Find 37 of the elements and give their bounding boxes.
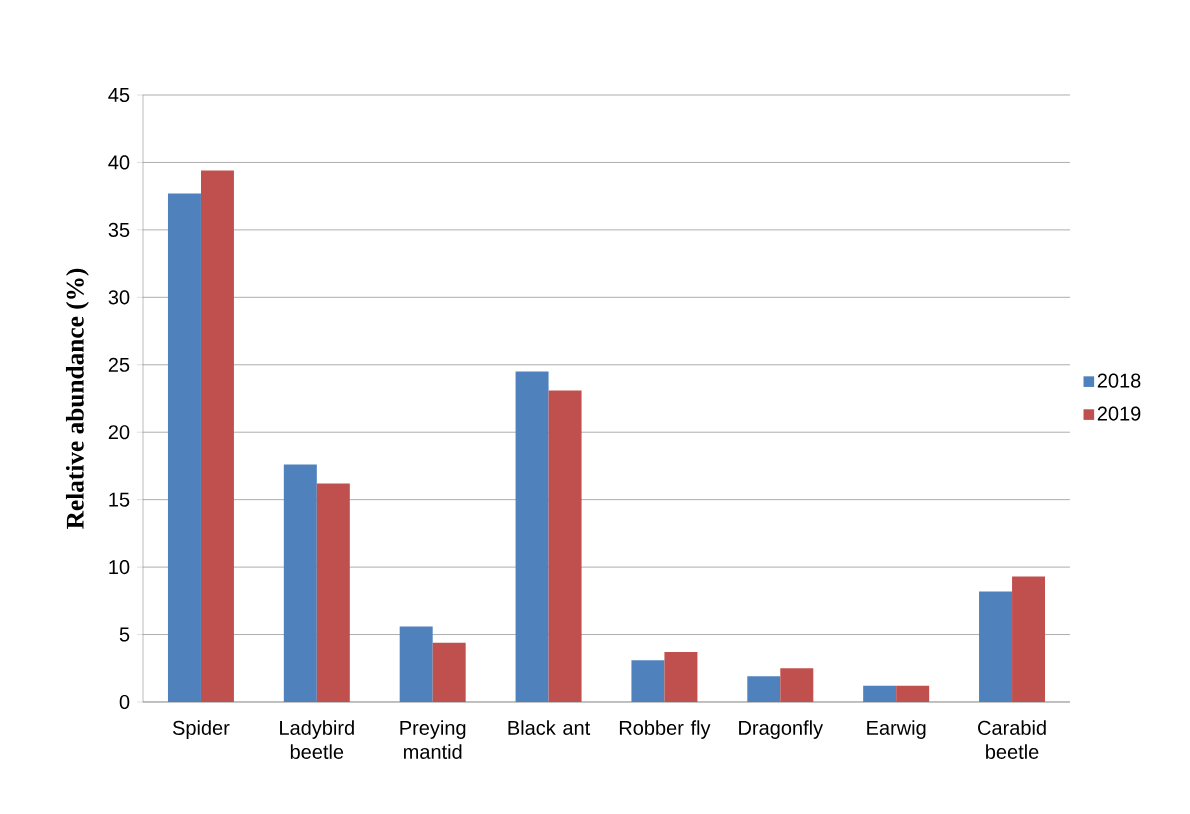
y-tick-label: 25 [108,357,130,372]
bar [432,642,466,702]
bar [200,170,234,702]
bar [283,464,317,702]
x-tick-label: Black ant [508,720,591,735]
y-tick-label: 40 [108,155,130,170]
y-tick-label: 35 [108,222,130,237]
y-tick-label: 30 [108,290,130,305]
x-tick-label: Ladybird beetle [280,720,354,759]
y-tick-label: 15 [109,492,130,507]
bar [1012,576,1046,702]
bar [664,652,698,702]
bar [780,668,814,702]
y-tick-label: 20 [108,425,130,440]
bar [167,193,201,702]
x-tick-label: Robber fly [619,720,711,739]
x-tick-label: Dragonfly [739,720,824,739]
y-tick-label: 5 [119,627,130,642]
x-tick-label: Spider [172,720,230,739]
y-tick-label: 10 [109,560,130,575]
y-tick-label: 45 [108,88,130,102]
bar [631,660,665,702]
y-tick-label: 0 [119,694,130,710]
bar [515,371,549,702]
bar [979,591,1013,702]
bar [548,390,582,702]
legend-label: 2018 [1097,373,1141,388]
bar [896,685,930,702]
x-tick-label: Earwig [867,720,926,739]
bar [863,685,897,702]
bar [399,626,433,702]
legend-label: 2019 [1097,406,1141,421]
y-axis-title: Relative abundance (%) [65,268,89,529]
bar [316,483,350,702]
bar [747,676,781,702]
x-tick-label: Carabid beetle [978,720,1046,759]
x-tick-label: Preying mantid [400,720,466,759]
